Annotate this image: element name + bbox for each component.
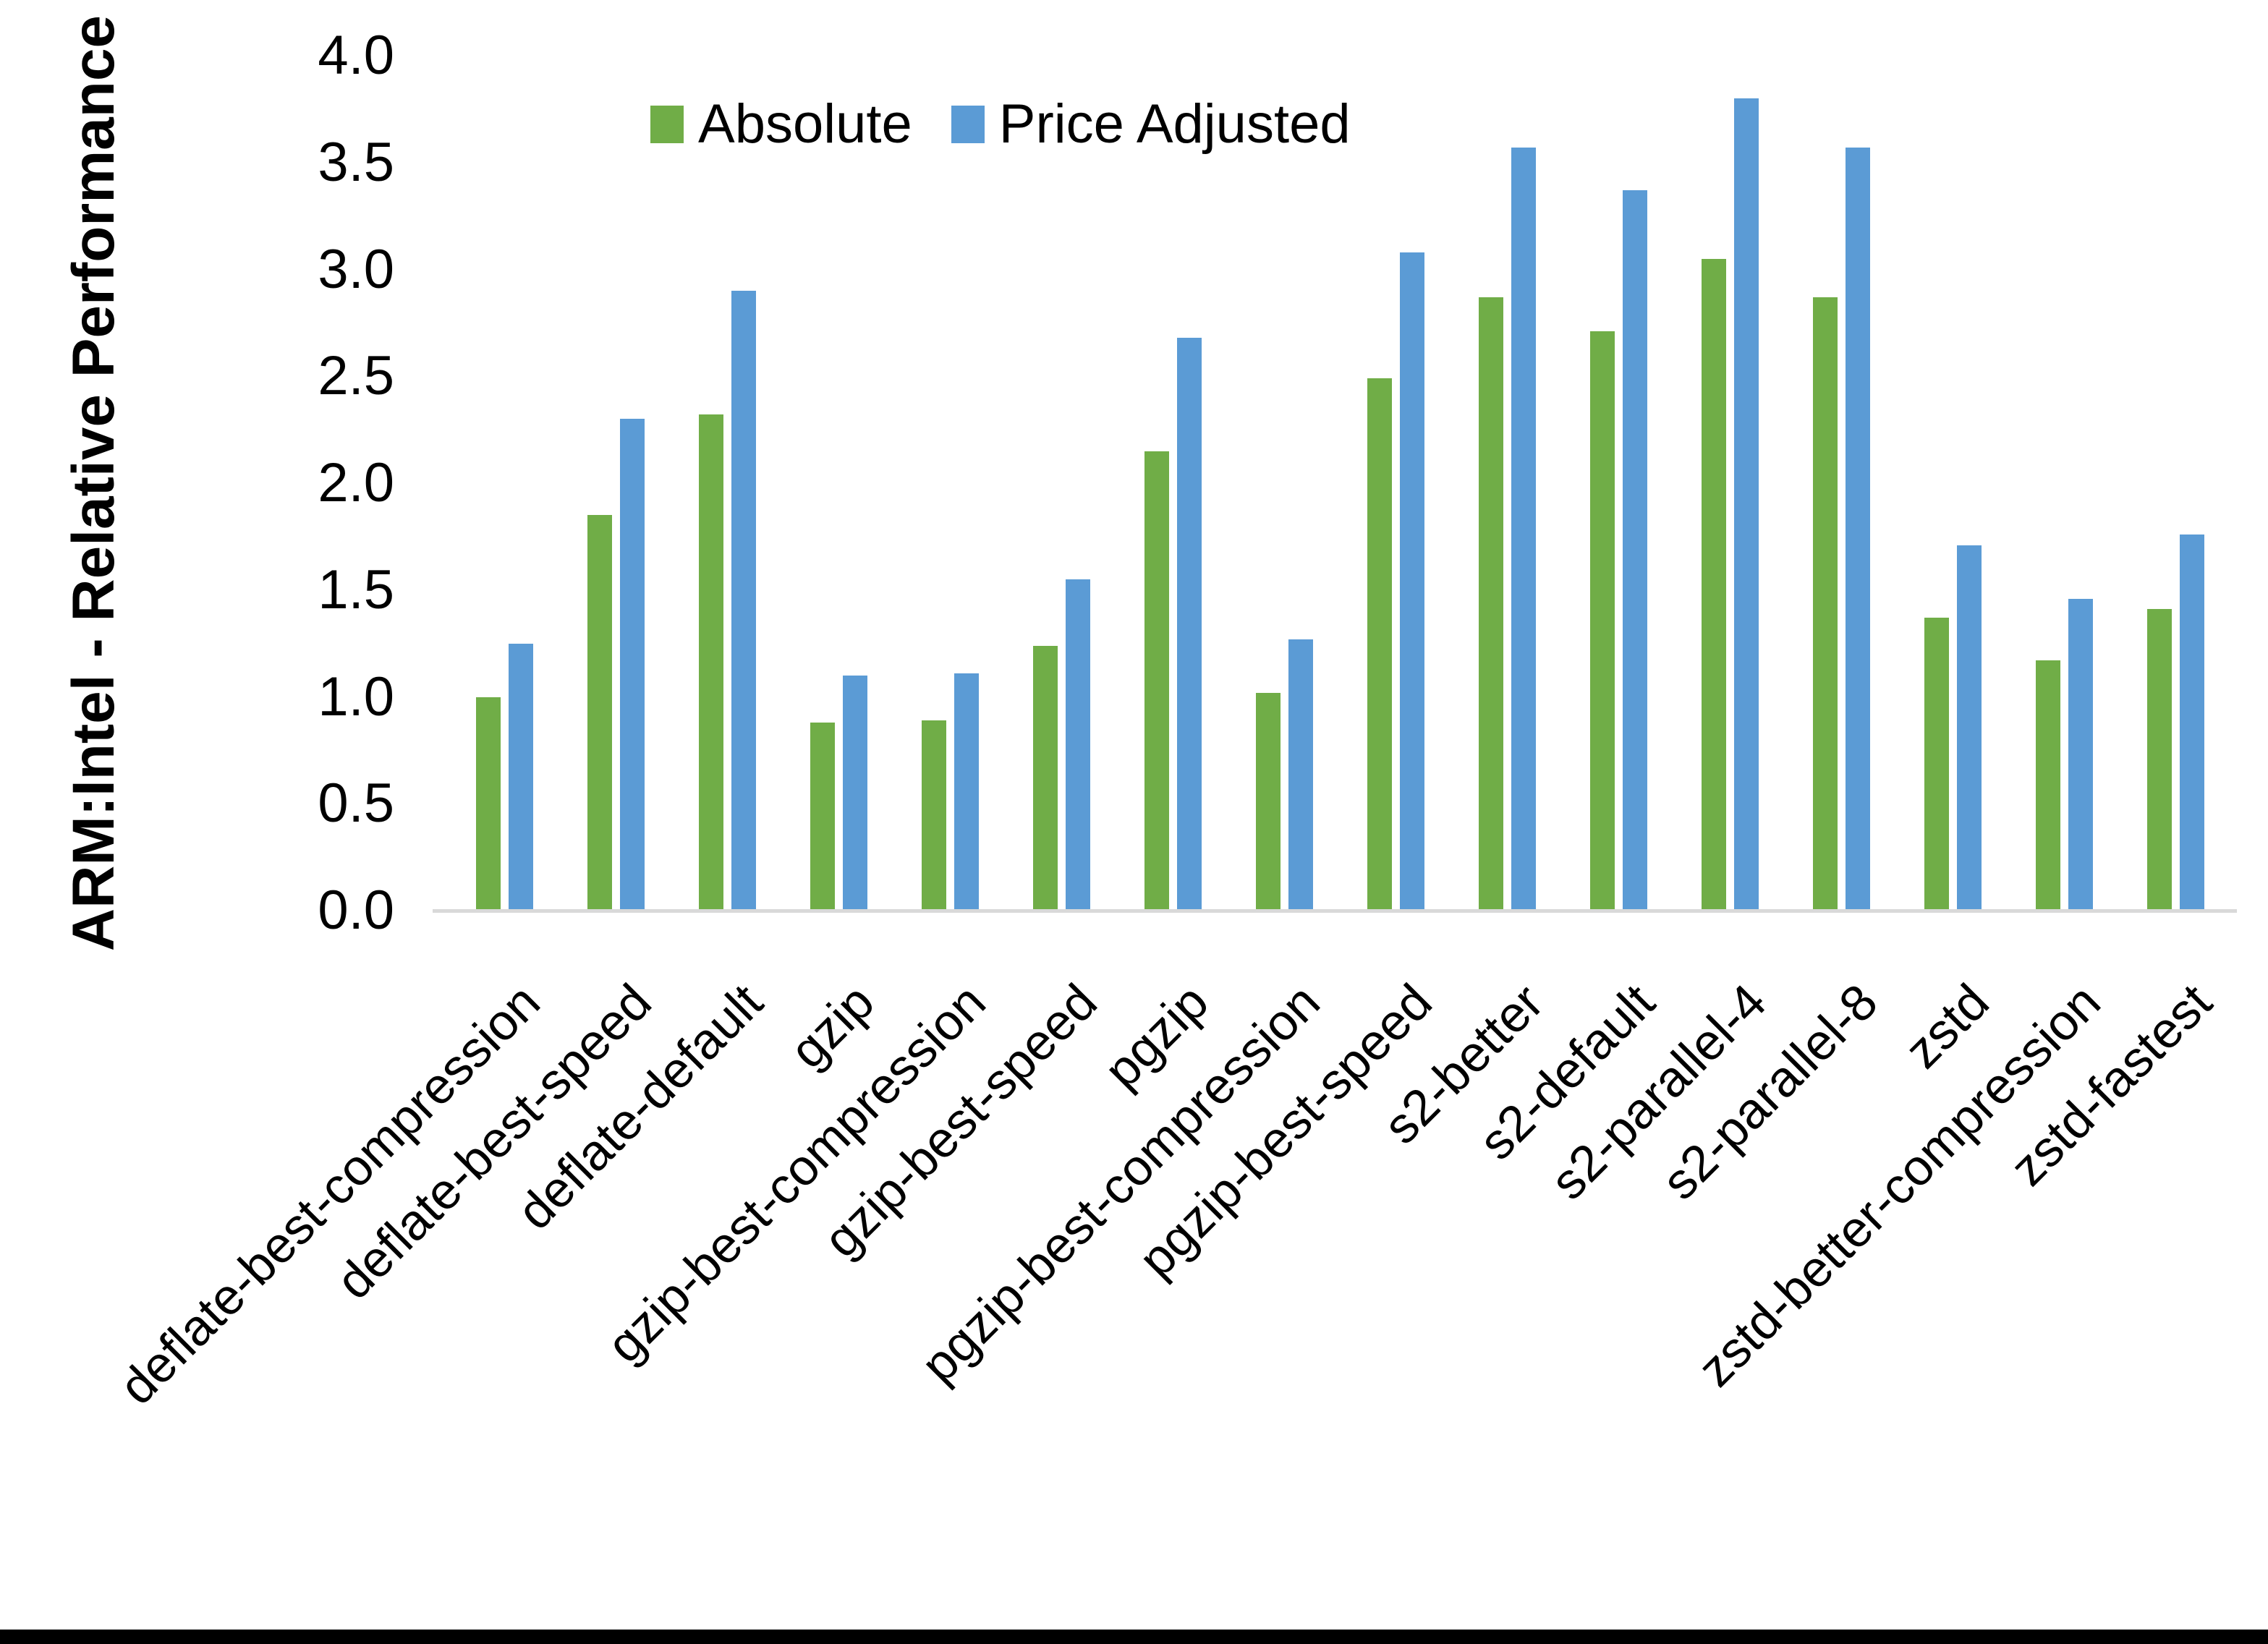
legend-label-price-adjusted: Price Adjusted [998, 93, 1351, 155]
bar-price-adjusted-s2-better [1511, 148, 1537, 911]
bottom-border [0, 1630, 2268, 1644]
y-tick-label-3.5: 3.5 [318, 131, 394, 193]
bar-absolute-zstd-better-compression [2036, 660, 2061, 911]
bar-price-adjusted-pgzip-best-speed [1400, 252, 1425, 911]
bar-price-adjusted-pgzip-best-compression [1288, 639, 1313, 911]
y-tick-label-2.5: 2.5 [318, 345, 394, 407]
bar-absolute-gzip-best-speed [1032, 645, 1058, 911]
bar-price-adjusted-zstd-better-compression [2068, 598, 2094, 911]
bar-group-zstd [1898, 56, 2009, 911]
bar-price-adjusted-zstd-fastest [2180, 534, 2205, 911]
bar-absolute-s2-better [1479, 297, 1504, 911]
bar-group-deflate-best-compression [449, 56, 560, 911]
bar-group-zstd-better-compression [2009, 56, 2120, 911]
bar-absolute-deflate-best-compression [475, 697, 501, 911]
price-adjusted-series-swatch-icon [951, 105, 985, 143]
bar-price-adjusted-s2-default [1623, 190, 1648, 911]
bar-absolute-pgzip-best-speed [1367, 378, 1393, 911]
y-tick-label-2.0: 2.0 [318, 452, 394, 514]
bar-group-gzip [783, 56, 894, 911]
y-axis-title: ARM:Intel - Relative Performance [61, 14, 127, 952]
legend-item-price-adjusted: Price Adjusted [951, 93, 1351, 156]
bar-absolute-deflate-best-speed [587, 515, 612, 911]
bar-absolute-zstd [1924, 618, 1950, 911]
bar-absolute-s2-parallel-8 [1813, 297, 1838, 911]
bar-group-deflate-best-speed [560, 56, 671, 911]
bar-absolute-pgzip-best-compression [1255, 692, 1280, 911]
bar-absolute-zstd-fastest [2147, 609, 2173, 911]
bar-group-deflate-default [671, 56, 783, 911]
x-axis-baseline [433, 909, 2237, 913]
bar-group-s2-better [1452, 56, 1563, 911]
y-tick-label-3.0: 3.0 [318, 238, 394, 300]
bar-group-pgzip-best-compression [1228, 56, 1340, 911]
bar-absolute-deflate-default [698, 414, 723, 911]
bar-price-adjusted-deflate-default [731, 291, 756, 911]
bar-price-adjusted-deflate-best-speed [619, 419, 645, 911]
bar-group-pgzip [1117, 56, 1228, 911]
bar-price-adjusted-s2-parallel-8 [1846, 148, 1871, 911]
bar-group-s2-parallel-8 [1786, 56, 1898, 911]
bar-group-pgzip-best-speed [1341, 56, 1452, 911]
bar-absolute-s2-default [1590, 331, 1615, 911]
bar-price-adjusted-deflate-best-compression [508, 643, 533, 911]
bar-price-adjusted-gzip-best-speed [1065, 579, 1090, 911]
bar-group-s2-default [1563, 56, 1675, 911]
absolute-series-swatch-icon [650, 105, 684, 143]
bar-price-adjusted-gzip [842, 675, 867, 911]
bar-absolute-gzip [810, 722, 835, 911]
bar-price-adjusted-zstd [1957, 545, 1982, 911]
y-tick-label-4.0: 4.0 [318, 25, 394, 86]
bar-absolute-gzip-best-compression [921, 720, 946, 911]
bar-group-gzip-best-compression [894, 56, 1006, 911]
bar-absolute-s2-parallel-4 [1702, 258, 1727, 911]
bar-price-adjusted-pgzip [1176, 338, 1202, 911]
y-tick-label-0.5: 0.5 [318, 772, 394, 835]
legend: Absolute Price Adjusted [650, 93, 1351, 156]
legend-item-absolute: Absolute [650, 93, 912, 156]
bar-group-zstd-fastest [2120, 56, 2232, 911]
bar-price-adjusted-s2-parallel-4 [1734, 98, 1759, 911]
bar-group-gzip-best-speed [1006, 56, 1117, 911]
y-tick-label-1.0: 1.0 [318, 665, 394, 728]
y-tick-label-0.0: 0.0 [318, 880, 394, 941]
legend-label-absolute: Absolute [698, 93, 912, 155]
bar-absolute-pgzip [1144, 451, 1169, 911]
y-tick-label-1.5: 1.5 [318, 558, 394, 621]
bar-group-s2-parallel-4 [1675, 56, 1786, 911]
bar-price-adjusted-gzip-best-compression [954, 673, 979, 911]
